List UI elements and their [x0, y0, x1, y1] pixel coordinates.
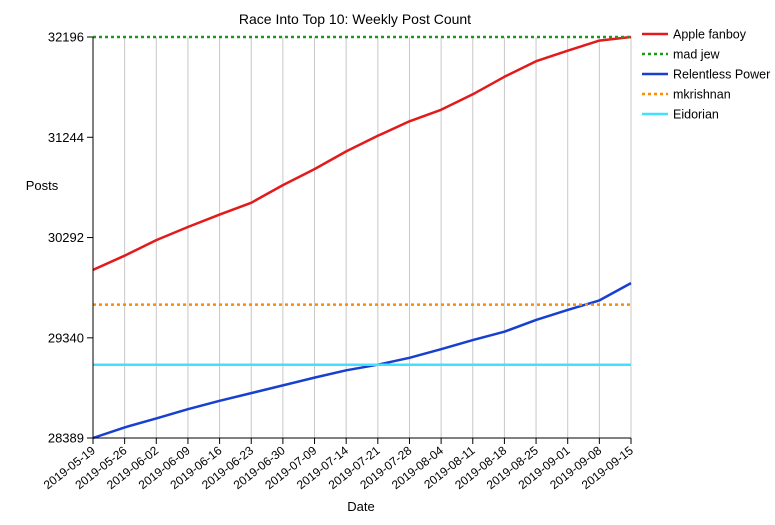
series-lines: [92, 35, 632, 440]
series-line-2: [92, 282, 632, 440]
legend-label-1: mad jew: [673, 48, 721, 62]
legend-label-4: Eidorian: [673, 108, 719, 122]
legend-label-2: Relentless Power: [673, 68, 770, 82]
y-tick-label: 31244: [48, 130, 84, 145]
y-tick-label: 32196: [48, 30, 84, 45]
x-axis-ticks: 2019-05-192019-05-262019-06-022019-06-09…: [41, 438, 636, 492]
gridlines: [124, 37, 632, 438]
legend-label-3: mkrishnan: [673, 88, 731, 102]
series-line-0: [92, 35, 632, 272]
x-axis-label: Date: [347, 499, 374, 514]
axes: [92, 37, 631, 439]
y-tick-label: 28389: [48, 431, 84, 446]
chart-title: Race Into Top 10: Weekly Post Count: [239, 11, 471, 27]
y-tick-label: 30292: [48, 230, 84, 245]
legend-label-0: Apple fanboy: [673, 28, 747, 42]
y-axis-label: Posts: [26, 178, 59, 193]
legend: Apple fanboy mad jew Relentless Power mkris…: [642, 28, 770, 122]
y-axis-ticks: 28389 29340 30292 31244 32196: [48, 30, 93, 446]
y-tick-label: 29340: [48, 330, 84, 345]
